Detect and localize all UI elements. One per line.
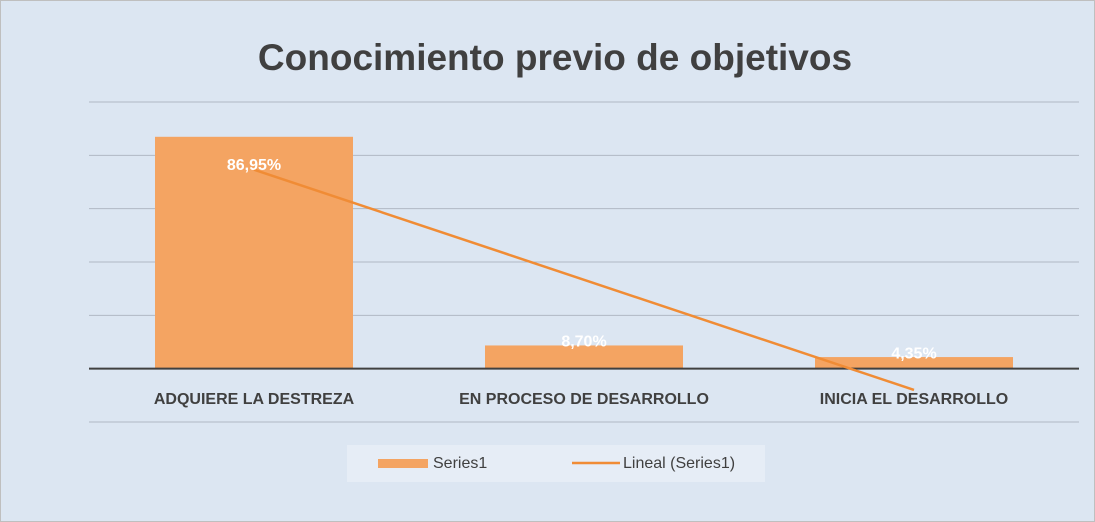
x-tick-label: EN PROCESO DE DESARROLLO — [459, 391, 709, 408]
data-label: 8,70% — [561, 334, 606, 351]
data-label: 4,35% — [891, 345, 936, 362]
legend-swatch — [378, 459, 428, 468]
chart-title: Conocimiento previo de objetivos — [258, 37, 852, 78]
bar — [155, 136, 353, 369]
trendline — [253, 168, 915, 392]
data-label: 86,95% — [227, 157, 281, 174]
bar — [485, 345, 683, 369]
x-tick-label: ADQUIERE LA DESTREZA — [154, 391, 355, 408]
bar — [815, 357, 1013, 369]
legend-label: Lineal (Series1) — [623, 455, 735, 472]
x-tick-label: INICIA EL DESARROLLO — [820, 391, 1008, 408]
legend-label: Series1 — [433, 455, 487, 472]
